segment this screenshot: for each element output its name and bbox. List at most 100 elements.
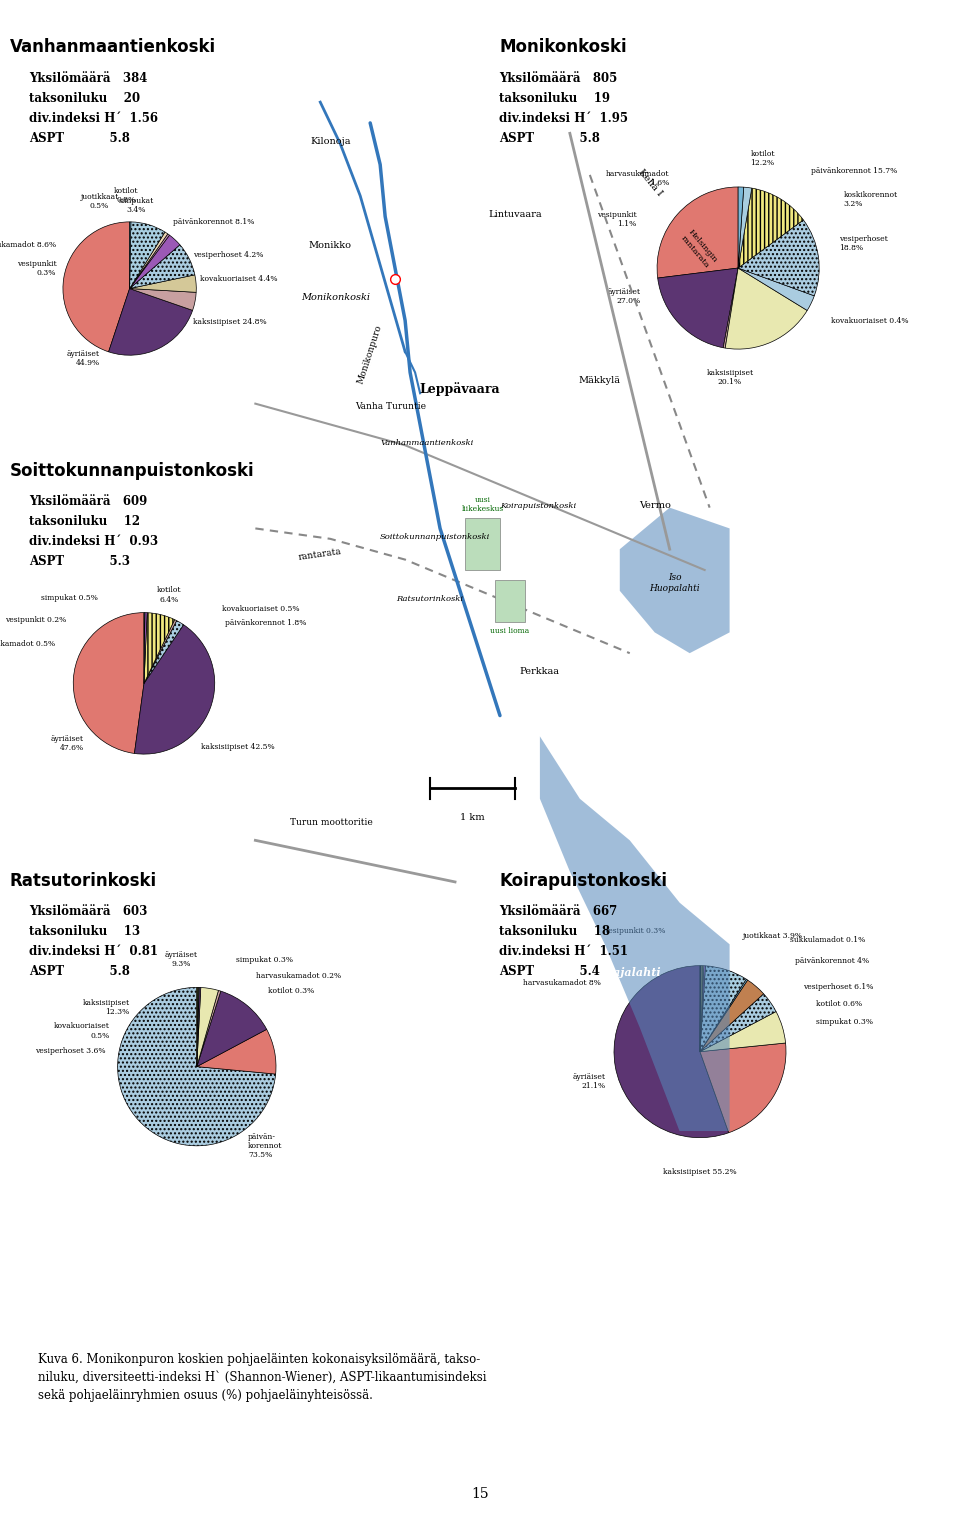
Text: simpukat
3.4%: simpukat 3.4% <box>119 197 154 214</box>
Text: Koirapuistonkoski: Koirapuistonkoski <box>500 502 576 509</box>
Text: Ratsutorinkoski: Ratsutorinkoski <box>10 872 156 890</box>
Wedge shape <box>130 234 170 289</box>
Text: Vanha Turuntie: Vanha Turuntie <box>355 402 426 411</box>
Wedge shape <box>197 988 199 1067</box>
Wedge shape <box>658 268 738 347</box>
Text: simpukat 0.3%: simpukat 0.3% <box>236 956 294 963</box>
Text: Laajalahti: Laajalahti <box>598 966 661 977</box>
Polygon shape <box>620 508 730 653</box>
Text: kotilot
12.2%: kotilot 12.2% <box>751 150 775 167</box>
Wedge shape <box>700 994 776 1052</box>
Wedge shape <box>108 289 193 355</box>
Wedge shape <box>738 187 752 268</box>
Wedge shape <box>63 222 130 352</box>
Text: simpukat 0.5%: simpukat 0.5% <box>41 595 98 602</box>
Text: Yksilömäärä   805
taksoniluku    19
div.indeksi H´  1.95
ASPT           5.8: Yksilömäärä 805 taksoniluku 19 div.indek… <box>499 72 628 145</box>
Text: Yksilömäärä   667
taksoniluku    18
div.indeksi H´  1.51
ASPT           5.4: Yksilömäärä 667 taksoniluku 18 div.indek… <box>499 905 628 979</box>
Text: 15: 15 <box>471 1488 489 1501</box>
Text: päivänkorennot 15.7%: päivänkorennot 15.7% <box>811 167 898 174</box>
Text: päivänkorennot 1.8%: päivänkorennot 1.8% <box>226 619 307 627</box>
Text: kotilot 0.3%: kotilot 0.3% <box>268 988 314 995</box>
Text: Kilonoja: Kilonoja <box>310 136 350 145</box>
Wedge shape <box>130 222 165 289</box>
Text: rantarata: rantarata <box>298 547 343 561</box>
Text: äyriäiset
47.6%: äyriäiset 47.6% <box>51 735 84 752</box>
Wedge shape <box>657 187 738 278</box>
Text: vesiperhoset 3.6%: vesiperhoset 3.6% <box>36 1047 106 1055</box>
Text: uusi lioma: uusi lioma <box>491 627 530 635</box>
Wedge shape <box>134 625 215 754</box>
Wedge shape <box>723 268 738 349</box>
Text: harvasukamadot
1.6%: harvasukamadot 1.6% <box>606 170 669 188</box>
Wedge shape <box>197 1029 276 1073</box>
Text: äyriäiset
27.0%: äyriäiset 27.0% <box>608 287 641 304</box>
Text: juotikkaat 3.9%: juotikkaat 3.9% <box>743 931 803 939</box>
Text: Monikonpuro: Monikonpuro <box>356 323 384 385</box>
Wedge shape <box>700 966 704 1052</box>
Wedge shape <box>725 268 807 349</box>
Text: kotilot 0.6%: kotilot 0.6% <box>816 1000 862 1008</box>
Text: Lintuvaara: Lintuvaara <box>488 209 541 219</box>
Text: Soittokunnanpuistonkoski: Soittokunnanpuistonkoski <box>380 532 491 541</box>
Text: Turun moottoritie: Turun moottoritie <box>290 818 373 827</box>
Wedge shape <box>197 988 201 1067</box>
Text: vesipunkit 0.3%: vesipunkit 0.3% <box>604 927 665 936</box>
Text: harvasukamadot 0.2%: harvasukamadot 0.2% <box>256 971 342 980</box>
Text: Yksilömäärä   609
taksoniluku    12
div.indeksi H´  0.93
ASPT           5.3: Yksilömäärä 609 taksoniluku 12 div.indek… <box>29 495 158 569</box>
Text: Koirapuistonkoski: Koirapuistonkoski <box>499 872 667 890</box>
Text: Perkkaa: Perkkaa <box>520 667 560 676</box>
Wedge shape <box>144 619 177 683</box>
Wedge shape <box>130 245 195 289</box>
Text: vesipunkit 0.2%: vesipunkit 0.2% <box>5 616 66 624</box>
Text: kotilot
0.8%: kotilot 0.8% <box>114 187 138 203</box>
Text: kovakuoriaiset
0.5%: kovakuoriaiset 0.5% <box>54 1023 109 1040</box>
Text: sukkulamadot 0.1%: sukkulamadot 0.1% <box>790 936 866 943</box>
Wedge shape <box>130 289 196 310</box>
Text: 1 km: 1 km <box>460 812 485 821</box>
Text: kaksisiipiset
12.3%: kaksisiipiset 12.3% <box>83 998 130 1015</box>
Wedge shape <box>197 991 221 1067</box>
Polygon shape <box>540 737 730 1131</box>
Text: kaksisiipiset
20.1%: kaksisiipiset 20.1% <box>707 368 754 387</box>
Wedge shape <box>700 1012 785 1052</box>
Text: Monikonkoski: Monikonkoski <box>499 38 627 57</box>
Wedge shape <box>614 966 729 1138</box>
Text: kovakuoriaiset 4.4%: kovakuoriaiset 4.4% <box>200 275 277 283</box>
Wedge shape <box>197 988 219 1067</box>
Wedge shape <box>197 988 200 1067</box>
Text: Vanhanmaantienkoski: Vanhanmaantienkoski <box>380 439 473 448</box>
Text: äyriäiset
21.1%: äyriäiset 21.1% <box>572 1073 606 1090</box>
Text: kaksisiipiset 24.8%: kaksisiipiset 24.8% <box>193 318 267 326</box>
Text: kaksisiipiset 42.5%: kaksisiipiset 42.5% <box>201 743 275 751</box>
Wedge shape <box>130 235 180 289</box>
Text: juotikkaat
0.5%: juotikkaat 0.5% <box>81 193 119 211</box>
Text: uusi
liikekeskus: uusi liikekeskus <box>462 495 504 512</box>
Text: vesipunkit
1.1%: vesipunkit 1.1% <box>597 211 636 228</box>
Text: kaksisiipiset 55.2%: kaksisiipiset 55.2% <box>663 1168 737 1176</box>
Wedge shape <box>700 966 706 1052</box>
Text: kovakuoriaiset 0.5%: kovakuoriaiset 0.5% <box>222 605 300 613</box>
Text: vesipunkit
0.3%: vesipunkit 0.3% <box>16 260 57 277</box>
Text: simpukat 0.3%: simpukat 0.3% <box>816 1018 873 1026</box>
Wedge shape <box>144 621 183 683</box>
Text: Kuva 6. Monikonpuron koskien pohjaeläinten kokonaisyksilömäärä, takso-
niluku, d: Kuva 6. Monikonpuron koskien pohjaeläint… <box>38 1353 487 1402</box>
Wedge shape <box>197 991 267 1067</box>
Wedge shape <box>118 988 276 1145</box>
Wedge shape <box>144 613 147 683</box>
Wedge shape <box>738 220 819 295</box>
Bar <box>495 581 525 622</box>
Text: vesiperhoset 4.2%: vesiperhoset 4.2% <box>193 251 263 260</box>
Text: Soittokunnanpuistonkoski: Soittokunnanpuistonkoski <box>10 462 254 480</box>
Text: Ratsutorinkoski: Ratsutorinkoski <box>396 595 464 604</box>
Text: koskikorennot
3.2%: koskikorennot 3.2% <box>844 191 898 208</box>
Text: harvasukamadot 8.6%: harvasukamadot 8.6% <box>0 242 57 249</box>
Text: harvasukamadot 8%: harvasukamadot 8% <box>523 979 601 986</box>
Text: Mäkkylä: Mäkkylä <box>579 376 621 385</box>
Text: Helsingin
rantarata: Helsingin rantarata <box>680 228 719 271</box>
Text: päivän-
korennot
73.5%: päivän- korennot 73.5% <box>249 1133 282 1159</box>
Text: harvasukamadot 0.5%: harvasukamadot 0.5% <box>0 641 56 648</box>
Wedge shape <box>700 1043 786 1133</box>
Text: äyriäiset
9.3%: äyriäiset 9.3% <box>164 951 198 968</box>
Wedge shape <box>73 613 144 754</box>
Text: kovakuoriaiset 0.4%: kovakuoriaiset 0.4% <box>831 317 909 324</box>
